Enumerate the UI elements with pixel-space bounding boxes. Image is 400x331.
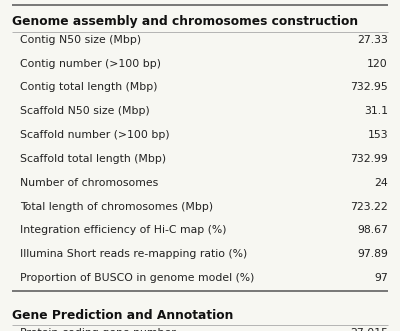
- Text: Scaffold N50 size (Mbp): Scaffold N50 size (Mbp): [20, 106, 150, 116]
- Text: Total length of chromosomes (Mbp): Total length of chromosomes (Mbp): [20, 202, 213, 212]
- Text: 27.33: 27.33: [357, 35, 388, 45]
- Text: 98.67: 98.67: [357, 225, 388, 235]
- Text: 97: 97: [374, 273, 388, 283]
- Text: 732.99: 732.99: [350, 154, 388, 164]
- Text: Contig number (>100 bp): Contig number (>100 bp): [20, 59, 161, 69]
- Text: Integration efficiency of Hi-C map (%): Integration efficiency of Hi-C map (%): [20, 225, 226, 235]
- Text: Gene Prediction and Annotation: Gene Prediction and Annotation: [12, 309, 233, 322]
- Text: Scaffold number (>100 bp): Scaffold number (>100 bp): [20, 130, 170, 140]
- Text: Proportion of BUSCO in genome model (%): Proportion of BUSCO in genome model (%): [20, 273, 254, 283]
- Text: 153: 153: [367, 130, 388, 140]
- Text: Number of chromosomes: Number of chromosomes: [20, 178, 158, 188]
- Text: 24: 24: [374, 178, 388, 188]
- Text: Contig N50 size (Mbp): Contig N50 size (Mbp): [20, 35, 141, 45]
- Text: 27,015: 27,015: [350, 328, 388, 331]
- Text: 732.95: 732.95: [350, 82, 388, 92]
- Text: Genome assembly and chromosomes construction: Genome assembly and chromosomes construc…: [12, 15, 358, 28]
- Text: 723.22: 723.22: [350, 202, 388, 212]
- Text: 120: 120: [367, 59, 388, 69]
- Text: Protein-coding gene number: Protein-coding gene number: [20, 328, 176, 331]
- Text: Illumina Short reads re-mapping ratio (%): Illumina Short reads re-mapping ratio (%…: [20, 249, 247, 259]
- Text: 31.1: 31.1: [364, 106, 388, 116]
- Text: 97.89: 97.89: [357, 249, 388, 259]
- Text: Contig total length (Mbp): Contig total length (Mbp): [20, 82, 158, 92]
- Text: Scaffold total length (Mbp): Scaffold total length (Mbp): [20, 154, 166, 164]
